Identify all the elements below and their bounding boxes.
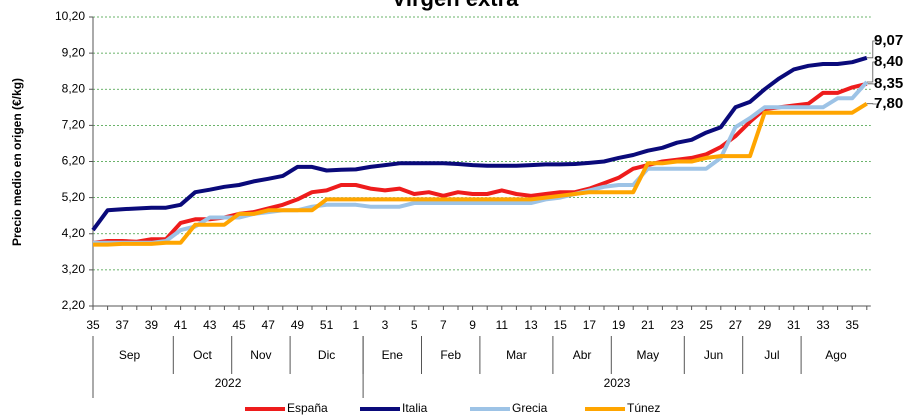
year-label: 2022 [215,376,242,390]
month-label: Oct [193,348,212,362]
label-leader [866,40,877,59]
y-tick-label: 7,20 [62,118,86,132]
y-tick-label: 8,20 [62,81,86,95]
end-value-label: 8,35 [874,75,903,92]
legend-label: España [287,401,328,415]
month-label: May [636,348,659,362]
y-tick-label: 4,20 [62,226,86,240]
x-tick-label: 17 [583,318,597,332]
x-tick-label: 13 [524,318,538,332]
series-line [91,55,868,232]
legend-label: Grecia [512,401,548,415]
series-line [93,80,869,245]
month-label: Dic [318,348,335,362]
month-label: Sep [119,348,141,362]
month-label: Mar [506,348,527,362]
month-label: Jun [704,348,723,362]
series-line [93,101,868,247]
x-tick-label: 33 [816,318,830,332]
x-tick-label: 25 [700,318,714,332]
label-leader [866,61,877,83]
chart-title: Virgen extra [392,0,520,11]
month-label: Ago [825,348,847,362]
x-tick-label: 41 [174,318,188,332]
x-tick-label: 7 [440,318,447,332]
x-tick-label: 1 [352,318,359,332]
y-tick-label: 5,20 [62,190,86,204]
x-tick-label: 21 [641,318,655,332]
y-tick-label: 2,20 [62,298,86,312]
y-tick-label: 3,20 [62,262,86,276]
end-value-label: 9,07 [874,32,903,49]
x-tick-label: 23 [670,318,684,332]
x-tick-label: 15 [554,318,568,332]
year-label: 2023 [604,376,631,390]
end-value-label: 8,40 [874,53,903,70]
x-tick-label: 43 [203,318,217,332]
x-tick-label: 5 [411,318,418,332]
x-tick-label: 11 [496,318,509,332]
end-value-label: 7,80 [874,95,903,112]
month-label: Ene [382,348,404,362]
y-axis-label: Precio medio en origen (€/kg) [10,78,24,246]
x-tick-label: 37 [116,318,130,332]
x-tick-label: 45 [232,318,246,332]
x-tick-label: 39 [145,318,159,332]
x-tick-label: 49 [291,318,305,332]
x-tick-label: 35 [846,318,860,332]
legend-label: Italia [402,401,428,415]
y-tick-label: 10,20 [55,9,85,23]
x-tick-label: 35 [86,318,100,332]
month-label: Jul [764,348,779,362]
y-tick-label: 6,20 [62,154,86,168]
month-label: Feb [440,348,461,362]
month-label: Abr [573,348,592,362]
x-tick-label: 19 [612,318,626,332]
x-tick-label: 31 [787,318,801,332]
x-tick-label: 3 [382,318,389,332]
x-tick-label: 27 [729,318,743,332]
month-label: Nov [250,348,271,362]
y-tick-label: 9,20 [62,45,86,59]
x-tick-label: 9 [469,318,476,332]
x-tick-label: 29 [758,318,772,332]
x-tick-label: 47 [262,318,276,332]
legend-label: Túnez [627,401,660,415]
x-tick-label: 51 [320,318,334,332]
